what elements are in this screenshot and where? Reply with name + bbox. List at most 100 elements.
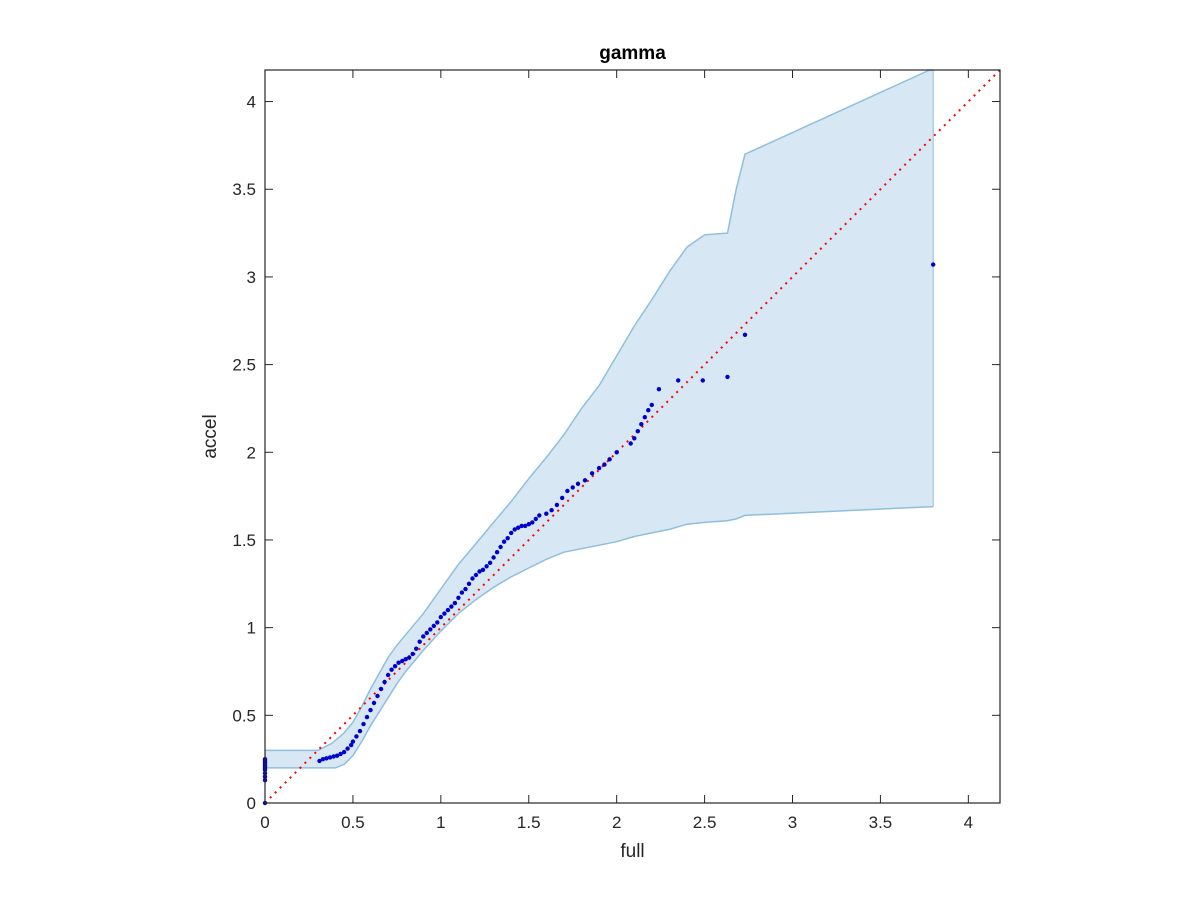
data-point bbox=[582, 478, 588, 483]
data-point bbox=[470, 576, 475, 581]
data-point bbox=[473, 572, 479, 578]
band-fill bbox=[265, 70, 934, 768]
data-point bbox=[498, 544, 503, 550]
data-point bbox=[349, 742, 354, 748]
data-points bbox=[262, 262, 936, 806]
data-point bbox=[635, 429, 640, 434]
data-point bbox=[632, 436, 637, 441]
data-point bbox=[371, 700, 377, 706]
data-point bbox=[487, 560, 493, 565]
data-point bbox=[345, 746, 350, 751]
data-point bbox=[607, 457, 612, 462]
data-point bbox=[544, 511, 549, 516]
data-point bbox=[354, 734, 359, 739]
data-point bbox=[449, 604, 454, 609]
y-tick-label: 1.5 bbox=[232, 531, 256, 550]
reference-line-layer bbox=[264, 69, 1001, 804]
data-point bbox=[742, 332, 748, 337]
data-point bbox=[505, 536, 510, 541]
data-point bbox=[700, 378, 705, 383]
data-point bbox=[533, 516, 538, 522]
data-point bbox=[445, 607, 451, 613]
x-tick-label: 3 bbox=[788, 813, 797, 832]
data-point bbox=[452, 600, 458, 606]
data-point bbox=[364, 714, 370, 720]
data-point bbox=[407, 655, 412, 660]
data-point bbox=[676, 378, 681, 383]
data-point bbox=[480, 567, 486, 572]
reference-line bbox=[264, 69, 1001, 804]
data-point bbox=[438, 614, 443, 620]
data-point bbox=[350, 739, 356, 744]
data-point bbox=[341, 749, 347, 755]
data-point bbox=[501, 539, 507, 544]
data-point bbox=[396, 660, 401, 665]
data-point bbox=[477, 569, 482, 574]
data-point bbox=[530, 520, 535, 525]
x-tick-label: 1.5 bbox=[517, 813, 541, 832]
data-point bbox=[459, 590, 465, 595]
x-tick-label: 2.5 bbox=[693, 813, 717, 832]
data-point bbox=[537, 513, 542, 518]
data-point bbox=[392, 664, 398, 669]
data-point bbox=[338, 751, 343, 757]
data-point bbox=[400, 658, 405, 664]
data-point bbox=[428, 627, 433, 632]
data-point bbox=[414, 646, 419, 651]
data-point bbox=[549, 508, 554, 513]
data-point bbox=[484, 564, 489, 569]
data-point bbox=[589, 471, 595, 476]
data-point bbox=[575, 481, 581, 486]
data-point bbox=[466, 581, 472, 586]
data-point bbox=[516, 525, 521, 530]
data-point bbox=[456, 595, 461, 600]
x-tick-label: 1 bbox=[436, 813, 445, 832]
data-point bbox=[442, 611, 447, 616]
data-point bbox=[656, 387, 662, 392]
data-point bbox=[931, 262, 936, 267]
y-tick-label: 0 bbox=[247, 794, 256, 813]
data-point bbox=[389, 667, 394, 672]
chart-title: gamma bbox=[599, 43, 666, 64]
data-point bbox=[596, 465, 602, 471]
data-point bbox=[357, 728, 363, 734]
data-point bbox=[435, 620, 440, 625]
data-point bbox=[554, 502, 560, 508]
y-tick-label: 2.5 bbox=[232, 356, 256, 375]
y-tick-label: 2 bbox=[247, 443, 256, 462]
y-tick-label: 3.5 bbox=[232, 180, 256, 199]
data-point bbox=[526, 522, 531, 527]
data-point bbox=[565, 488, 570, 494]
data-point bbox=[431, 623, 436, 629]
data-point bbox=[417, 639, 422, 644]
x-axis-label: full bbox=[620, 841, 644, 862]
data-point bbox=[602, 462, 607, 467]
data-point bbox=[424, 630, 429, 636]
confidence-band bbox=[265, 69, 934, 769]
data-point bbox=[403, 657, 408, 662]
data-point bbox=[494, 550, 500, 555]
band-lower-edge bbox=[265, 505, 934, 769]
data-point bbox=[361, 721, 366, 727]
data-point bbox=[368, 707, 373, 713]
y-axis-label: accel bbox=[200, 414, 221, 458]
band-upper-edge bbox=[265, 69, 934, 752]
data-point bbox=[560, 495, 565, 501]
data-point bbox=[463, 586, 468, 592]
x-tick-label: 2 bbox=[612, 813, 621, 832]
y-tick-label: 0.5 bbox=[232, 706, 256, 725]
plot-frame bbox=[264, 69, 1001, 804]
data-point bbox=[378, 686, 384, 692]
data-point bbox=[324, 756, 329, 761]
data-point bbox=[509, 530, 514, 536]
axis-ticks: 0 0.5 1 1.5 2 2.5 3 3.5 4 0 0.5 1 1.5 2 2.5 3 3.5 4 bbox=[232, 70, 1000, 832]
data-point bbox=[491, 555, 496, 560]
data-point bbox=[725, 374, 730, 380]
data-point bbox=[385, 672, 391, 678]
data-point bbox=[327, 755, 333, 760]
x-tick-label: 3.5 bbox=[869, 813, 893, 832]
data-point bbox=[519, 523, 524, 529]
data-point bbox=[382, 679, 387, 685]
data-point bbox=[334, 753, 340, 758]
